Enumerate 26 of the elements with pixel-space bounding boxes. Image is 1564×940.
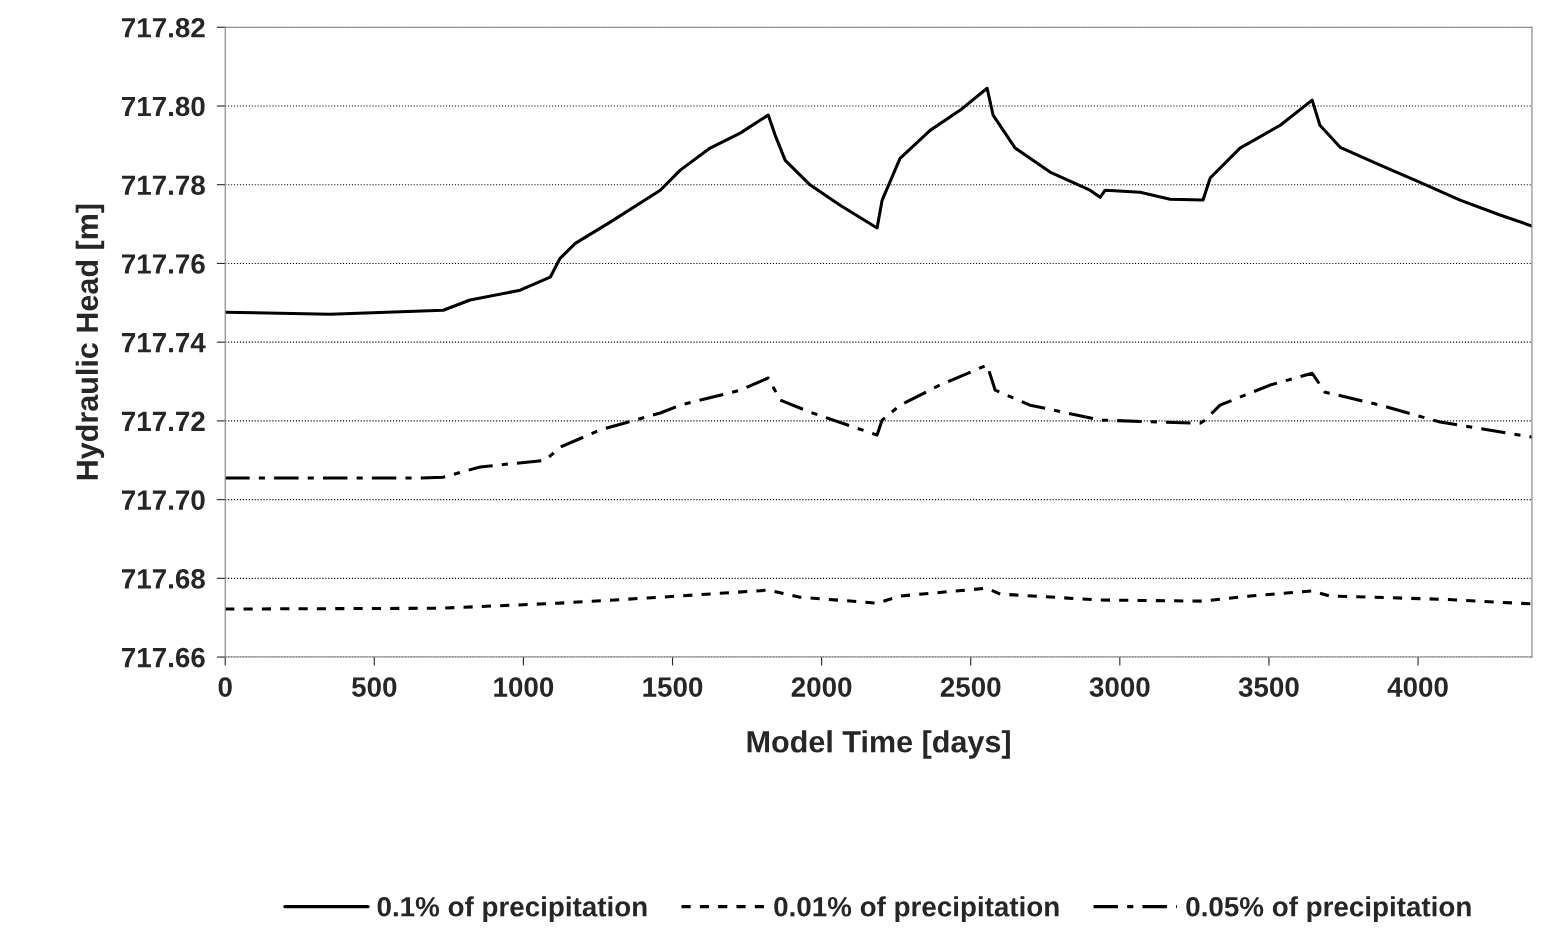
x-tick-label: 1000 [494, 677, 554, 697]
legend-label: 0.05% of precipitation [1186, 896, 1471, 923]
y-tick-label: 717.68 [122, 569, 205, 589]
x-tick-label: 1500 [643, 677, 703, 697]
line-series [225, 586, 1532, 611]
y-tick-label: 717.78 [122, 175, 205, 196]
y-tick-label: 717.66 [122, 647, 205, 668]
y-tick-label: 717.74 [122, 333, 206, 353]
x-tick-label: 500 [352, 677, 397, 697]
x-tick-label: 4000 [1387, 677, 1448, 697]
x-tick-label: 3000 [1089, 677, 1150, 697]
line-series [225, 86, 1532, 316]
y-tick-label: 717.80 [122, 96, 205, 117]
y-tick-label: 717.82 [122, 17, 205, 38]
y-tick-label: 717.76 [122, 254, 205, 274]
y-axis-title: Hydraulic Head [m] [75, 204, 105, 480]
x-tick-label: 2000 [791, 677, 852, 697]
x-axis-title: Model Time [days] [747, 730, 1010, 759]
x-tick-label: 3500 [1238, 677, 1299, 697]
y-tick-label: 717.70 [122, 490, 205, 510]
x-tick-label: 2500 [940, 677, 1001, 697]
legend-label: 0.1% of precipitation [377, 896, 647, 923]
x-tick-label: 0 [218, 677, 232, 697]
line-series [225, 363, 1532, 480]
legend-label: 0.01% of precipitation [774, 896, 1059, 923]
y-tick-label: 717.72 [122, 411, 205, 431]
